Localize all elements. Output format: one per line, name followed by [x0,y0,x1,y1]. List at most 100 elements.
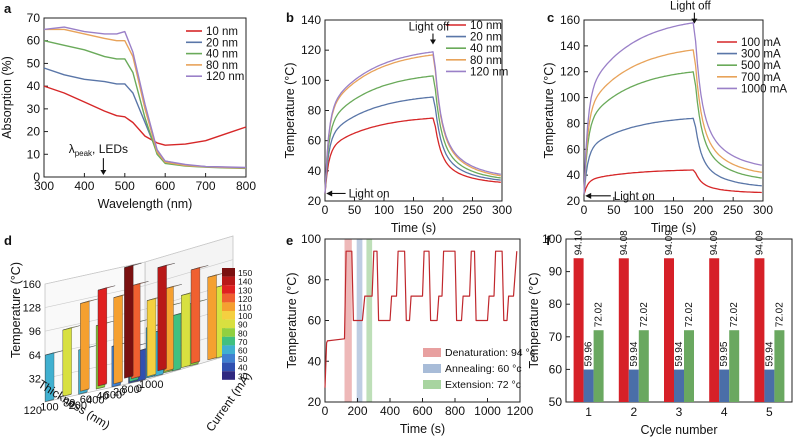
x-tick-label: 150 [663,203,683,217]
legend-label: 120 nm [470,66,508,78]
series-line-10nm [324,117,501,194]
legend-swatch [423,380,441,389]
bar [573,258,584,402]
colorbar-swatch [222,268,235,277]
panel-letter-f: f [546,233,551,248]
annotation-lambda-peak: λpeak, LEDs [69,142,128,158]
z-tick-label: 32 [29,373,41,385]
x-tick-label: 1000 [474,404,501,418]
colorbar-swatch [222,285,235,294]
colorbar-label: 130 [238,285,252,295]
x-tick-label: 250 [723,203,743,217]
x-tick-label: 200 [347,404,367,418]
y-tick-label: 20 [567,194,581,208]
colorbar-label: 150 [238,268,252,278]
x-tick-label: 500 [115,179,135,193]
x-tick-label: 0 [581,203,588,217]
x-tick-label: 1200 [507,404,534,418]
y-tick-label: 140 [301,13,321,27]
bar3d-front [190,267,201,364]
bar-value-label: 94.08 [619,230,630,255]
bar-value-label: 72.02 [594,302,605,327]
x-tick-label: 700 [196,179,216,193]
panel-letter-c: c [547,10,554,25]
bar3d-front [157,264,167,372]
legend-label: 10 nm [206,26,238,38]
bar [628,369,639,402]
series-line-300mA [583,117,762,195]
grid-line [44,306,234,356]
y-tick-label: 160 [560,13,580,27]
bar-value-label: 59.94 [629,341,640,366]
y-tick-label: 60 [27,34,41,48]
colorbar-swatch [222,293,235,303]
series-line-80nm [324,54,501,194]
y-tick-label: 50 [27,56,41,70]
legend-label: 40 nm [206,49,238,61]
y-tick-label: 100 [301,73,321,87]
y-tick-label: 0 [33,170,40,184]
bar3d-front [146,297,157,377]
x-tick-label: 800 [236,179,256,193]
legend-label: 500 mA [741,60,781,72]
y-tick-label: 120 [301,43,321,57]
x-tick-label: 600 [412,404,432,418]
x-tick-label: 5 [766,405,773,419]
x-axis-label: Cycle number [640,423,717,437]
x-tick-label: 800 [445,404,465,418]
colorbar-label: 40 [238,363,248,373]
bar3d-front [181,292,191,368]
y-tick-label: 800 [121,384,139,396]
light-on-arrow-head [585,192,592,199]
legend-label: 100 mA [741,37,781,49]
y-tick-label: 60 [549,362,563,376]
bar-value-label: 94.09 [754,230,765,255]
x-axis-label: Time (s) [400,422,445,436]
bar [638,330,649,402]
bar [729,330,740,402]
y-tick-label: 30 [27,102,41,116]
colorbar-label: 60 [238,346,248,356]
bar3d-top [164,284,182,289]
x-tick-label: 20 [113,387,125,399]
series-line-120nm [43,26,247,169]
x-tick-label: 300 [753,203,773,217]
y-tick-label: 400 [86,395,104,407]
colorbar-swatch [222,362,235,372]
x-tick-label: 600 [155,179,175,193]
colorbar-swatch [222,276,235,286]
y-tick-label: 70 [27,11,41,25]
bar3d-top [157,263,175,268]
x-axis-label: Time (s) [651,221,696,235]
x-tick-label: 50 [348,203,362,217]
colorbar-swatch [222,311,235,320]
y-axis-label: Temperature (°C) [542,63,556,159]
bar-value-label: 59.96 [584,341,595,366]
series-line-500mA [583,71,762,195]
x-tick-label: 0 [136,383,142,395]
y-tick-label: 600 [104,389,122,401]
series-line-40nm [324,75,501,194]
colorbar-swatch [222,371,235,380]
y-tick-label: 1000 [139,379,163,391]
colorbar-swatch [222,354,235,363]
plot-frame-a [43,17,247,178]
legend-label: 1000 mA [741,83,787,95]
x-tick-label: 0 [322,203,329,217]
y-tick-label: 80 [567,116,581,130]
bar [618,258,629,402]
legend-label: 20 nm [470,32,502,44]
colorbar-label: 100 [238,311,252,321]
legend-label: 700 mA [741,72,781,84]
phase-band [344,239,352,402]
bar3d-top [207,272,225,278]
colorbar-swatch [222,345,235,354]
bar3d-front [113,294,123,385]
annotation-light-off: Light off [670,1,712,13]
bar [709,258,720,402]
colorbar-swatch [222,336,235,346]
x-tick-label: 2 [630,405,637,419]
legend-swatch [423,364,441,373]
x-tick-label: 120 [24,405,42,417]
light-on-arrow-head [326,190,333,197]
